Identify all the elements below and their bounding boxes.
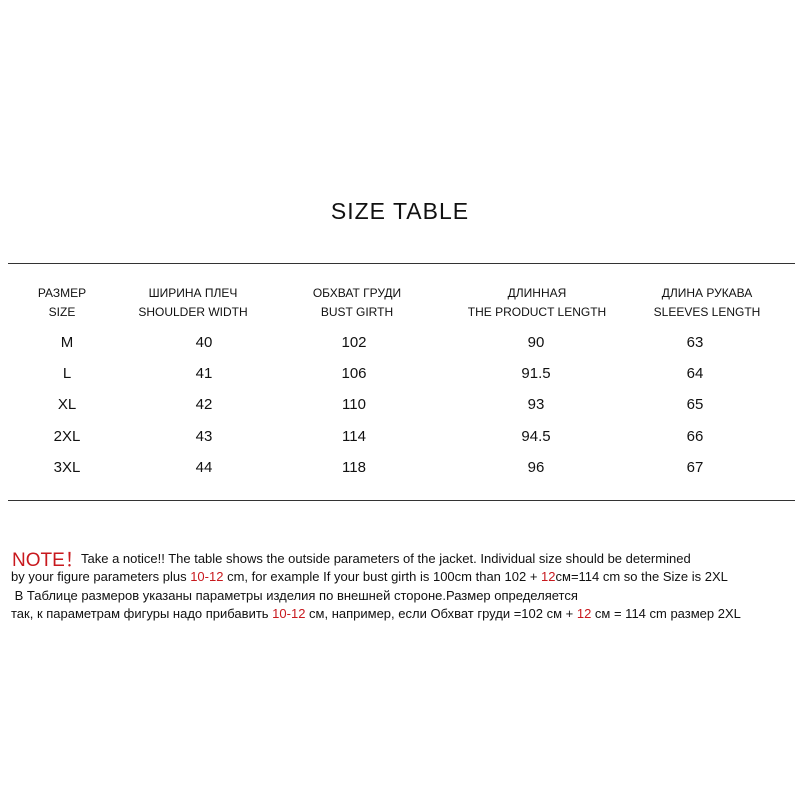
value-cell: 67 <box>686 459 704 476</box>
value-cell: 40 <box>195 334 213 351</box>
size-cell: 2XL <box>53 428 81 445</box>
value-cell: 66 <box>686 428 704 445</box>
column-header: BUST GIRTH <box>320 305 394 319</box>
value-cell: 63 <box>686 334 704 351</box>
value-cell: 44 <box>195 459 213 476</box>
note-text: Take a notice!! The table shows the outs… <box>81 551 691 566</box>
highlight: 12 <box>576 606 592 621</box>
value-cell: 64 <box>686 365 704 382</box>
value-cell: 102 <box>341 334 367 351</box>
column-header: ШИРИНА ПЛЕЧ <box>148 286 238 300</box>
highlight: 10-12 <box>272 606 306 621</box>
value-cell: 94.5 <box>521 428 551 445</box>
value-cell: 43 <box>195 428 213 445</box>
value-cell: 65 <box>686 396 704 413</box>
note-line: Take a notice!! The table shows the outs… <box>81 551 691 566</box>
column-header: SLEEVES LENGTH <box>653 305 761 319</box>
value-cell: 96 <box>527 459 545 476</box>
value-cell: 118 <box>342 459 366 476</box>
note-line: by your figure parameters plus 10-12 cm,… <box>11 569 728 584</box>
value-cell: 41 <box>195 365 213 382</box>
column-header: SIZE <box>48 305 76 319</box>
note-text: by your figure parameters plus <box>11 569 191 584</box>
note-line: В Таблице размеров указаны параметры изд… <box>11 588 578 603</box>
highlight: 10-12 <box>190 569 224 584</box>
column-header: ОБХВАТ ГРУДИ <box>312 286 402 300</box>
note-text: см = 114 cm размер 2XL <box>591 606 741 621</box>
column-header: SHOULDER WIDTH <box>138 305 248 319</box>
size-cell: 3XL <box>53 459 81 476</box>
note-text: cm, for example If your bust girth is 10… <box>223 569 542 584</box>
note-line: так, к параметрам фигуры надо прибавить … <box>11 606 741 621</box>
title: SIZE TABLE <box>330 198 470 224</box>
value-cell: 114 <box>342 428 366 445</box>
highlight: 12 <box>541 569 556 584</box>
column-header: ДЛИНА РУКАВА <box>661 286 753 300</box>
value-cell: 90 <box>527 334 545 351</box>
note-text: В Таблице размеров указаны параметры изд… <box>11 588 578 603</box>
size-cell: M <box>60 334 74 351</box>
note-text: так, к параметрам фигуры надо прибавить <box>11 606 273 621</box>
value-cell: 42 <box>195 396 213 413</box>
column-header: THE PRODUCT LENGTH <box>467 305 607 319</box>
value-cell: 93 <box>527 396 545 413</box>
note-label: NOTE！ <box>12 550 84 571</box>
value-cell: 91.5 <box>521 365 551 382</box>
size-cell: XL <box>57 396 77 413</box>
note-text: см=114 cm so the Size is 2XL <box>555 569 728 584</box>
size-cell: L <box>62 365 72 382</box>
value-cell: 110 <box>342 396 366 413</box>
column-header: РАЗМЕР <box>37 286 87 300</box>
table-top-rule <box>8 263 795 264</box>
value-cell: 106 <box>341 365 367 382</box>
table-bottom-rule <box>8 500 795 501</box>
note-text: см, например, если Обхват груди =102 см … <box>305 606 577 621</box>
column-header: ДЛИННАЯ <box>507 286 567 300</box>
